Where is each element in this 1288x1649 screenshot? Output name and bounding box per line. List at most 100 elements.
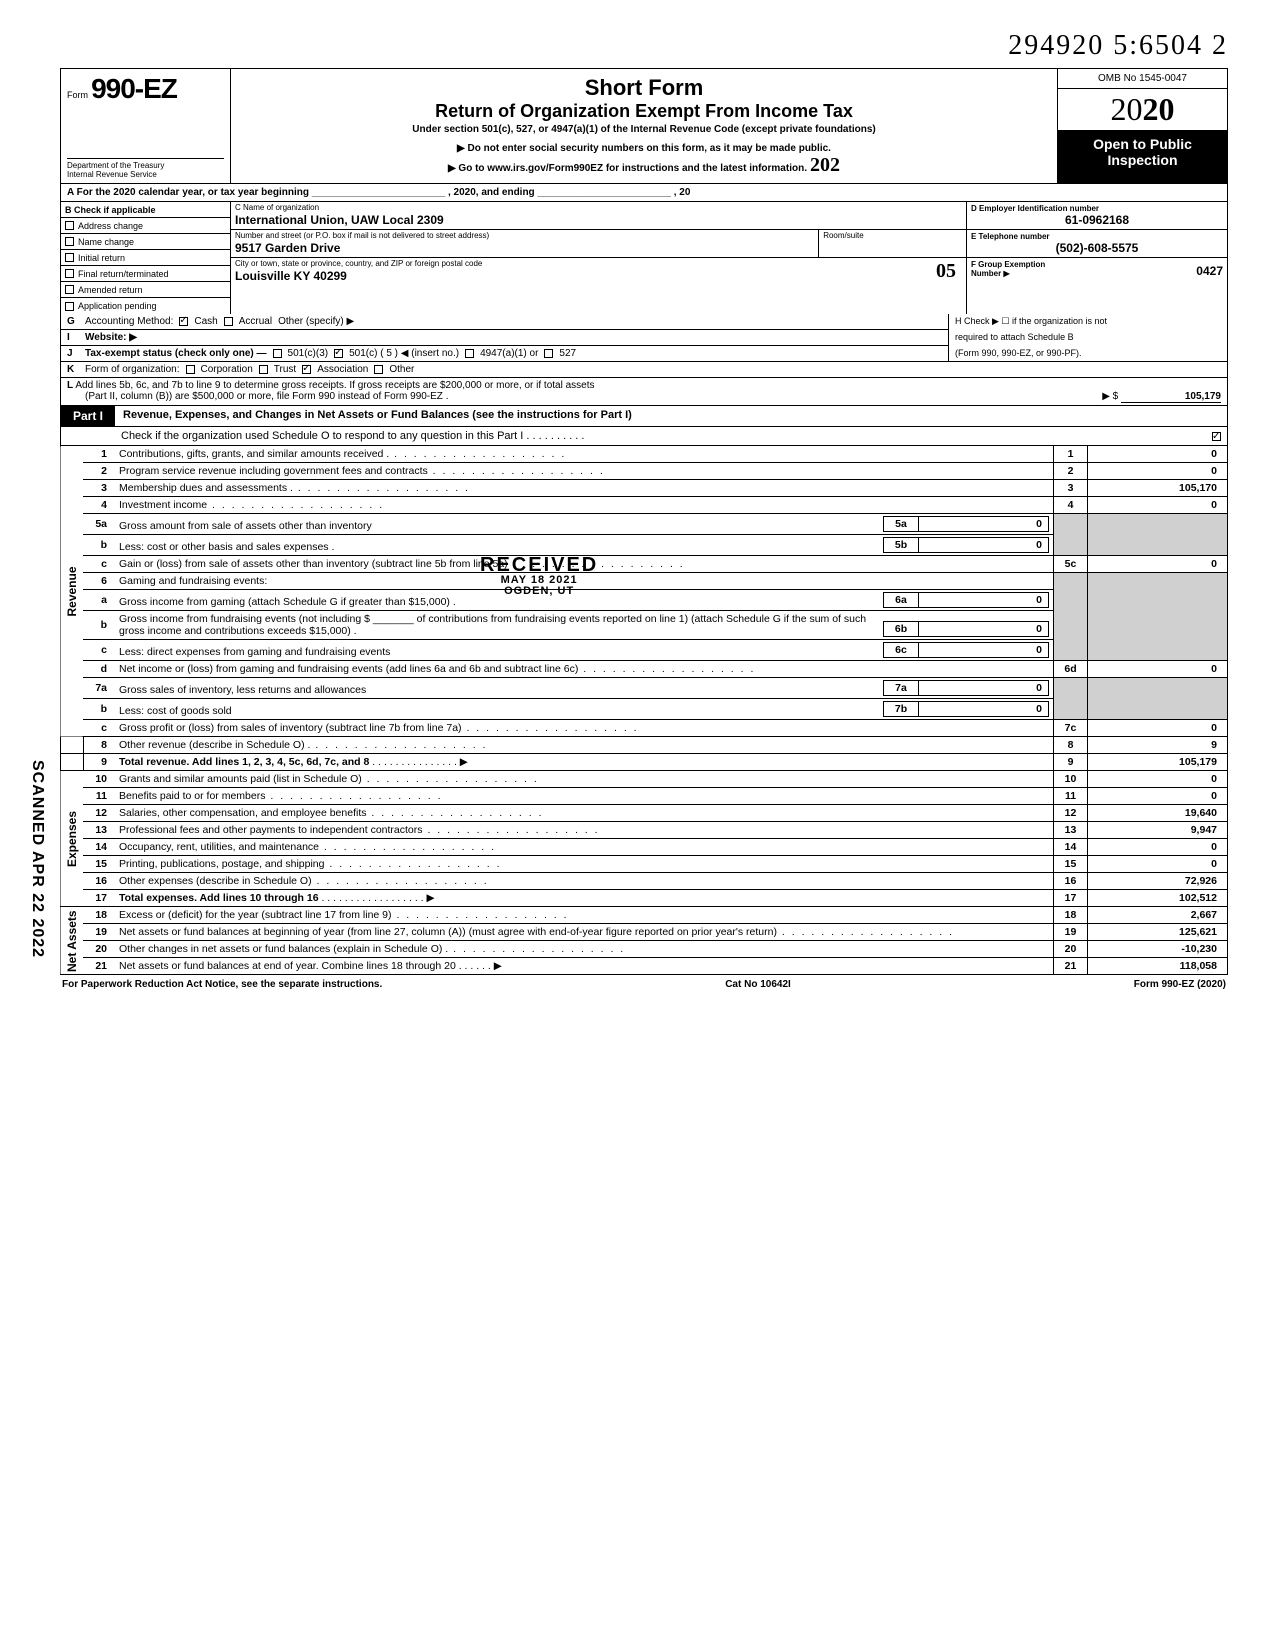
chk-initial-return[interactable]: Initial return xyxy=(61,250,230,266)
received-stamp: RECEIVED MAY 18 2021 OGDEN, UT xyxy=(480,555,598,597)
sub-box: 7b xyxy=(883,701,919,717)
l-line1: Add lines 5b, 6c, and 7b to line 9 to de… xyxy=(75,380,594,391)
sub-val: 0 xyxy=(919,537,1049,553)
line-7b: bLess: cost of goods sold7b0 xyxy=(61,699,1228,720)
footer-left: For Paperwork Reduction Act Notice, see … xyxy=(62,979,382,990)
numcol: 11 xyxy=(1054,788,1088,805)
sub-val: 0 xyxy=(919,621,1049,637)
sub-box: 5a xyxy=(883,516,919,532)
amt: 0 xyxy=(1088,497,1228,514)
amt: 105,179 xyxy=(1088,754,1228,771)
desc: Net assets or fund balances at beginning… xyxy=(115,924,1054,941)
amt: 0 xyxy=(1088,856,1228,873)
line-5a: 5aGross amount from sale of assets other… xyxy=(61,514,1228,535)
desc: Other changes in net assets or fund bala… xyxy=(115,941,1054,958)
c-org-name: International Union, UAW Local 2309 xyxy=(231,213,966,229)
open-to-public: Open to Public Inspection xyxy=(1058,130,1227,183)
amt: 19,640 xyxy=(1088,805,1228,822)
chk-corp[interactable] xyxy=(186,365,195,374)
amt: -10,230 xyxy=(1088,941,1228,958)
chk-501c[interactable] xyxy=(334,349,343,358)
desc: Less: cost of goods sold7b0 xyxy=(115,699,1054,720)
desc: Gross profit or (loss) from sales of inv… xyxy=(115,720,1054,737)
form-number: 990-EZ xyxy=(91,73,177,104)
chk-assoc[interactable] xyxy=(302,365,311,374)
desc: Occupancy, rent, utilities, and maintena… xyxy=(115,839,1054,856)
line-14: 14Occupancy, rent, utilities, and mainte… xyxy=(61,839,1228,856)
desc: Less: direct expenses from gaming and fu… xyxy=(115,640,1054,661)
sub-box: 7a xyxy=(883,680,919,696)
form-prefix: Form xyxy=(67,90,88,100)
e-tel-value: (502)-608-5575 xyxy=(971,241,1223,255)
line-6c: cLess: direct expenses from gaming and f… xyxy=(61,640,1228,661)
numcol: 3 xyxy=(1054,480,1088,497)
amt: 9,947 xyxy=(1088,822,1228,839)
open-public-2: Inspection xyxy=(1062,152,1223,168)
chk-label: Name change xyxy=(78,237,134,247)
e-telephone: E Telephone number (502)-608-5575 xyxy=(967,230,1227,258)
chk-cash[interactable] xyxy=(179,317,188,326)
chk-address-change[interactable]: Address change xyxy=(61,218,230,234)
lno: 2 xyxy=(83,463,115,480)
numcol: 16 xyxy=(1054,873,1088,890)
row-h-sched-b: H Check ▶ ☐ if the organization is not xyxy=(948,314,1228,330)
line-5c: cGain or (loss) from sale of assets othe… xyxy=(61,556,1228,573)
title-box: Short Form Return of Organization Exempt… xyxy=(231,69,1057,183)
txt: Gross income from fundraising events (no… xyxy=(119,613,883,637)
side-expenses: Expenses xyxy=(61,771,84,907)
shade xyxy=(1054,514,1088,556)
dept-line2: Internal Revenue Service xyxy=(67,170,224,179)
shade xyxy=(1088,573,1228,661)
chk-accrual[interactable] xyxy=(224,317,233,326)
part-1-header: Part I Revenue, Expenses, and Changes in… xyxy=(60,406,1228,427)
chk-amended-return[interactable]: Amended return xyxy=(61,282,230,298)
chk-label: Application pending xyxy=(78,301,157,311)
desc: Net assets or fund balances at end of ye… xyxy=(115,958,1054,975)
l-arrow: ▶ $ xyxy=(1102,391,1118,402)
form-id-box: Form 990-EZ Department of the Treasury I… xyxy=(61,69,231,183)
lno: d xyxy=(83,661,115,678)
chk-501c3[interactable] xyxy=(273,349,282,358)
txt: Gross sales of inventory, less returns a… xyxy=(119,684,883,696)
numcol: 18 xyxy=(1054,907,1088,924)
desc: Investment income xyxy=(115,497,1054,514)
row-i-website: I Website: ▶ xyxy=(60,330,948,346)
amt: 0 xyxy=(1088,720,1228,737)
d-ein-label: D Employer Identification number xyxy=(971,204,1223,213)
chk-label: Address change xyxy=(78,221,143,231)
sched-o-text: Check if the organization used Schedule … xyxy=(121,430,584,442)
h-line3: (Form 990, 990-EZ, or 990-PF). xyxy=(955,348,1221,358)
chk-sched-o[interactable] xyxy=(1212,432,1221,441)
f-grp-label: F Group Exemption xyxy=(971,260,1045,269)
lno: 5a xyxy=(83,514,115,535)
c-addr-label: Number and street (or P.O. box if mail i… xyxy=(231,230,818,241)
row-a-tax-year: A For the 2020 calendar year, or tax yea… xyxy=(60,184,1228,202)
chk-final-return[interactable]: Final return/terminated xyxy=(61,266,230,282)
numcol: 17 xyxy=(1054,890,1088,907)
desc: Net income or (loss) from gaming and fun… xyxy=(115,661,1054,678)
sched-o-check-row: Check if the organization used Schedule … xyxy=(60,427,1228,446)
chk-other-org[interactable] xyxy=(374,365,383,374)
j-lead: J xyxy=(67,348,79,359)
chk-name-change[interactable]: Name change xyxy=(61,234,230,250)
amt: 102,512 xyxy=(1088,890,1228,907)
row-h-part3: (Form 990, 990-EZ, or 990-PF). xyxy=(948,346,1228,362)
chk-trust[interactable] xyxy=(259,365,268,374)
chk-527[interactable] xyxy=(544,349,553,358)
c-room-label: Room/suite xyxy=(819,230,966,241)
amt: 105,170 xyxy=(1088,480,1228,497)
chk-4947a1[interactable] xyxy=(465,349,474,358)
numcol: 1 xyxy=(1054,446,1088,463)
shade xyxy=(1054,573,1088,661)
shade xyxy=(1088,514,1228,556)
chk-application-pending[interactable]: Application pending xyxy=(61,298,230,314)
c-city-label: City or town, state or province, country… xyxy=(231,258,966,269)
line-21: 21Net assets or fund balances at end of … xyxy=(61,958,1228,975)
numcol: 13 xyxy=(1054,822,1088,839)
lno: 3 xyxy=(83,480,115,497)
f-grp-label2: Number ▶ xyxy=(971,269,1045,278)
line-2: 2Program service revenue including gover… xyxy=(61,463,1228,480)
bold-desc: Total revenue. Add lines 1, 2, 3, 4, 5c,… xyxy=(119,756,369,768)
right-box: OMB No 1545-0047 2020 Open to Public Ins… xyxy=(1057,69,1227,183)
arrow-icon: ▶ xyxy=(427,892,435,904)
